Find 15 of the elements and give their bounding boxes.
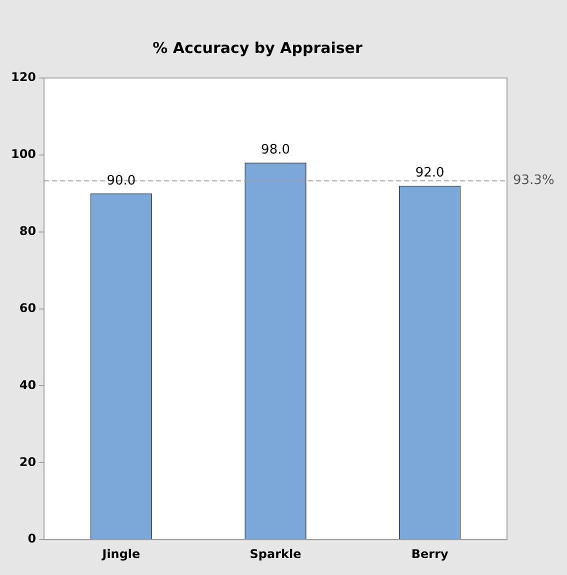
ref-line-label: 93.3% <box>513 173 554 188</box>
chart-title: % Accuracy by Appraiser <box>152 38 363 57</box>
data-label: 92.0 <box>415 166 444 181</box>
data-label: 98.0 <box>261 142 290 158</box>
y-tick-label: 60 <box>19 300 36 315</box>
x-tick-label: Sparkle <box>250 546 302 561</box>
x-tick-label: Berry <box>411 546 448 561</box>
y-tick-label: 40 <box>19 378 36 392</box>
y-tick-label: 20 <box>19 454 36 469</box>
y-tick-label: 100 <box>10 147 36 162</box>
y-tick-label: 120 <box>10 70 36 84</box>
y-tick-label: 80 <box>19 224 36 238</box>
y-tick-label: 0 <box>28 532 36 546</box>
x-tick-label: Jingle <box>101 546 140 561</box>
data-label: 90.0 <box>106 173 136 188</box>
